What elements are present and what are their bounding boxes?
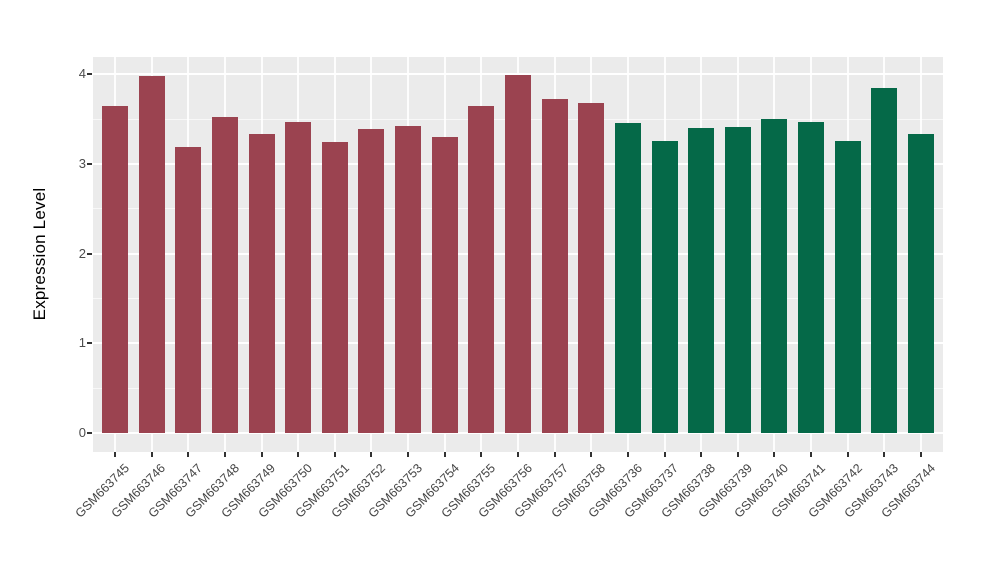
x-tick-mark [773,452,776,457]
bar [541,99,568,433]
bar [321,142,348,433]
bar [761,119,788,433]
bar [651,141,678,433]
bar [468,106,495,433]
y-tick-mark [87,252,92,255]
x-tick-mark [846,452,849,457]
y-axis-title: Expression Level [30,187,49,321]
bar [101,106,128,433]
bar [358,128,385,433]
bar [688,128,715,433]
x-tick-mark [920,452,923,457]
x-tick-mark [333,452,336,457]
x-tick-mark [736,452,739,457]
x-tick-mark [517,452,519,457]
x-tick-mark [443,452,446,457]
x-tick-mark [883,452,886,457]
y-tick-mark [87,162,92,165]
y-tick-label: 1 [78,335,86,351]
x-tick-mark [590,452,593,457]
bar [285,121,312,433]
x-tick-mark [187,452,190,457]
x-tick-mark [480,452,483,457]
x-tick-mark [370,452,373,457]
bar [798,121,825,433]
x-tick-mark [113,452,116,457]
x-tick-mark [810,452,813,457]
y-tick-mark [87,73,92,76]
y-tick-label: 0 [78,425,86,440]
x-tick-mark [260,452,263,457]
y-tick-label: 2 [78,245,86,261]
x-tick-mark [700,452,703,457]
bar [211,117,238,433]
bar [395,126,422,433]
bar [578,102,605,433]
y-tick-label: 4 [78,66,86,82]
x-tick-mark [553,452,556,457]
x-tick-mark [297,452,300,457]
plot-panel [93,57,943,452]
x-tick-mark [407,452,410,457]
x-tick-mark [223,452,226,457]
bar [138,75,165,433]
bar [834,140,861,433]
bar [248,134,275,433]
bar [505,75,531,433]
y-tick-mark [87,432,92,434]
bar [871,87,898,433]
x-tick-mark [626,452,629,457]
bar [431,136,458,433]
x-tick-mark [663,452,666,457]
bar [908,134,935,433]
bar [724,127,751,433]
y-tick-mark [87,342,92,345]
bar [175,146,202,433]
bar [614,122,641,433]
x-tick-mark [150,452,153,457]
y-tick-label: 3 [78,155,86,171]
